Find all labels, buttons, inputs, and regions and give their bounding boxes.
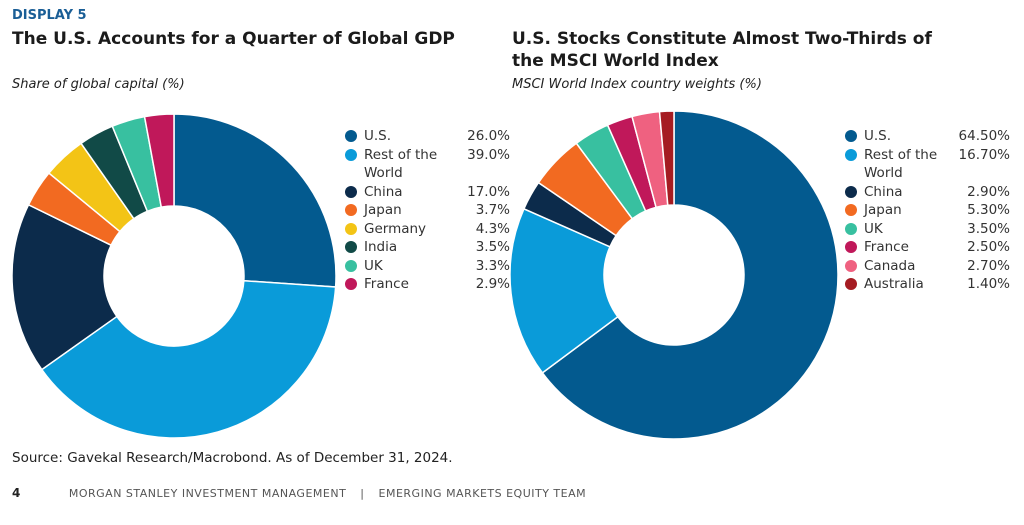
legend-swatch-icon (345, 241, 357, 253)
legend-label: U.S. (864, 128, 892, 144)
legend-label: Japan (864, 202, 902, 218)
legend-value: 26.0% (467, 128, 510, 144)
legend-swatch-icon (345, 148, 357, 161)
legend-item: India 3.5% (345, 238, 510, 257)
legend-swatch-icon (345, 278, 357, 290)
legend-value: 2.9% (475, 276, 510, 292)
legend-value: 4.3% (475, 220, 510, 237)
donut-slice-china (11, 203, 118, 371)
legend-value: 3.7% (475, 202, 510, 218)
legend-item: Japan 3.7% (345, 201, 510, 220)
footer-org: MORGAN STANLEY INVESTMENT MANAGEMENT (68, 487, 347, 500)
legend-value: 5.30% (967, 202, 1010, 218)
legend-label: China (864, 183, 903, 200)
legend-swatch-icon (845, 185, 857, 198)
legend-swatch-icon (845, 148, 857, 161)
chart-subtitle-right: MSCI World Index country weights (%) (512, 77, 762, 92)
chart-title-right: U.S. Stocks Constitute Almost Two-Thirds… (512, 29, 932, 71)
legend-label: U.S. (364, 128, 392, 144)
legend-label: India (364, 239, 398, 255)
chart-subtitle-left: Share of global capital (%) (12, 77, 185, 92)
legend-value: 2.90% (967, 183, 1010, 200)
legend-swatch-icon (345, 204, 357, 216)
legend-swatch-icon (845, 130, 857, 142)
legend-value: 3.50% (967, 220, 1010, 237)
legend-label: UK (864, 220, 883, 237)
legend-swatch-icon (345, 259, 357, 272)
legend-item: China 2.90% (845, 183, 1010, 202)
footer-separator: | (360, 487, 365, 500)
legend-label: Rest of the World (864, 146, 938, 182)
legend-item: Canada 2.70% (845, 257, 1010, 276)
legend-item: UK 3.50% (845, 220, 1010, 239)
legend-value: 1.40% (967, 276, 1010, 292)
donut-slice-rest-of-the-world (509, 207, 619, 374)
legend-right: U.S. 64.50% Rest of the World 16.70% China 2.… (845, 127, 1010, 294)
footer-team: EMERGING MARKETS EQUITY TEAM (378, 487, 587, 500)
legend-value: 2.50% (967, 239, 1010, 255)
legend-item: Japan 5.30% (845, 201, 1010, 220)
legend-left: U.S. 26.0% Rest of the World 39.0% China 17.0… (345, 127, 510, 294)
legend-swatch-icon (845, 278, 857, 290)
legend-swatch-icon (845, 259, 857, 272)
legend-item: Rest of the World 16.70% (845, 146, 1010, 183)
legend-value: 16.70% (958, 146, 1010, 163)
donut-chart-left (11, 113, 337, 439)
legend-swatch-icon (845, 204, 857, 216)
legend-label: Japan (364, 202, 402, 218)
donut-slice-france (143, 113, 175, 209)
legend-value: 3.5% (475, 239, 510, 255)
display-label: DISPLAY 5 (12, 8, 87, 23)
legend-item: U.S. 26.0% (345, 127, 510, 146)
legend-value: 39.0% (467, 146, 510, 163)
legend-item: Germany 4.3% (345, 220, 510, 239)
chart-title-left: The U.S. Accounts for a Quarter of Globa… (12, 29, 455, 49)
legend-item: UK 3.3% (345, 257, 510, 276)
legend-swatch-icon (845, 241, 857, 253)
donut-slice-australia (658, 110, 675, 207)
legend-swatch-icon (345, 130, 357, 142)
legend-label: France (364, 276, 409, 292)
legend-swatch-icon (345, 185, 357, 198)
legend-item: Australia 1.40% (845, 275, 1010, 294)
donut-slice-rest-of-the-world (40, 279, 337, 439)
legend-item: France 2.9% (345, 275, 510, 294)
legend-item: China 17.0% (345, 183, 510, 202)
legend-label: China (364, 183, 403, 200)
source-note: Source: Gavekal Research/Macrobond. As o… (12, 450, 453, 466)
legend-label: UK (364, 257, 383, 274)
legend-swatch-icon (845, 222, 857, 235)
legend-value: 2.70% (967, 257, 1010, 274)
legend-item: France 2.50% (845, 238, 1010, 257)
legend-label: Germany (364, 220, 427, 237)
donut-slice-u-s- (173, 113, 337, 288)
footer: 4 MORGAN STANLEY INVESTMENT MANAGEMENT |… (12, 486, 586, 500)
donut-chart-right (509, 110, 839, 440)
legend-label: France (864, 239, 909, 255)
legend-value: 64.50% (958, 128, 1010, 144)
legend-value: 3.3% (475, 257, 510, 274)
donut-slice-u-s- (541, 110, 839, 440)
legend-item: U.S. 64.50% (845, 127, 1010, 146)
legend-value: 17.0% (467, 183, 510, 200)
legend-swatch-icon (345, 222, 357, 235)
legend-item: Rest of the World 39.0% (345, 146, 510, 183)
legend-label: Rest of the World (364, 146, 438, 182)
legend-label: Australia (864, 276, 924, 292)
page-number: 4 (12, 486, 21, 500)
legend-label: Canada (864, 257, 916, 274)
